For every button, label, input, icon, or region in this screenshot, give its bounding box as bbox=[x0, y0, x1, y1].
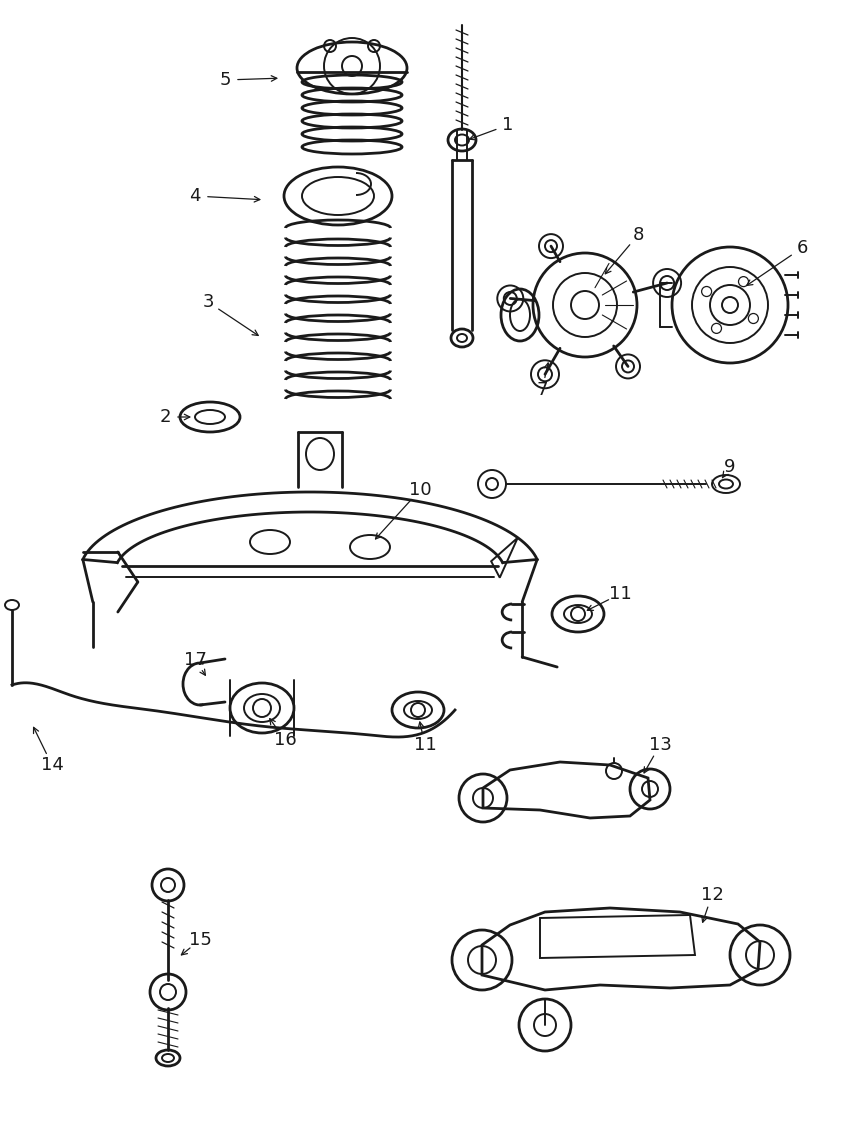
Text: 6: 6 bbox=[796, 239, 807, 257]
Text: 10: 10 bbox=[409, 481, 432, 499]
Circle shape bbox=[478, 470, 506, 498]
Text: 3: 3 bbox=[203, 293, 214, 311]
Text: 13: 13 bbox=[649, 736, 672, 754]
Text: 7: 7 bbox=[536, 381, 548, 399]
Text: 4: 4 bbox=[189, 187, 201, 205]
Text: 16: 16 bbox=[274, 732, 296, 749]
Text: 11: 11 bbox=[609, 585, 632, 604]
Text: 2: 2 bbox=[159, 408, 170, 426]
Text: 14: 14 bbox=[41, 756, 64, 774]
Text: 5: 5 bbox=[220, 71, 231, 89]
Text: 15: 15 bbox=[188, 932, 211, 949]
Text: 17: 17 bbox=[183, 652, 206, 669]
Text: 8: 8 bbox=[633, 226, 644, 243]
Text: 1: 1 bbox=[502, 115, 514, 134]
Text: 12: 12 bbox=[700, 886, 723, 904]
Text: 9: 9 bbox=[724, 458, 736, 475]
Text: 11: 11 bbox=[414, 736, 437, 754]
